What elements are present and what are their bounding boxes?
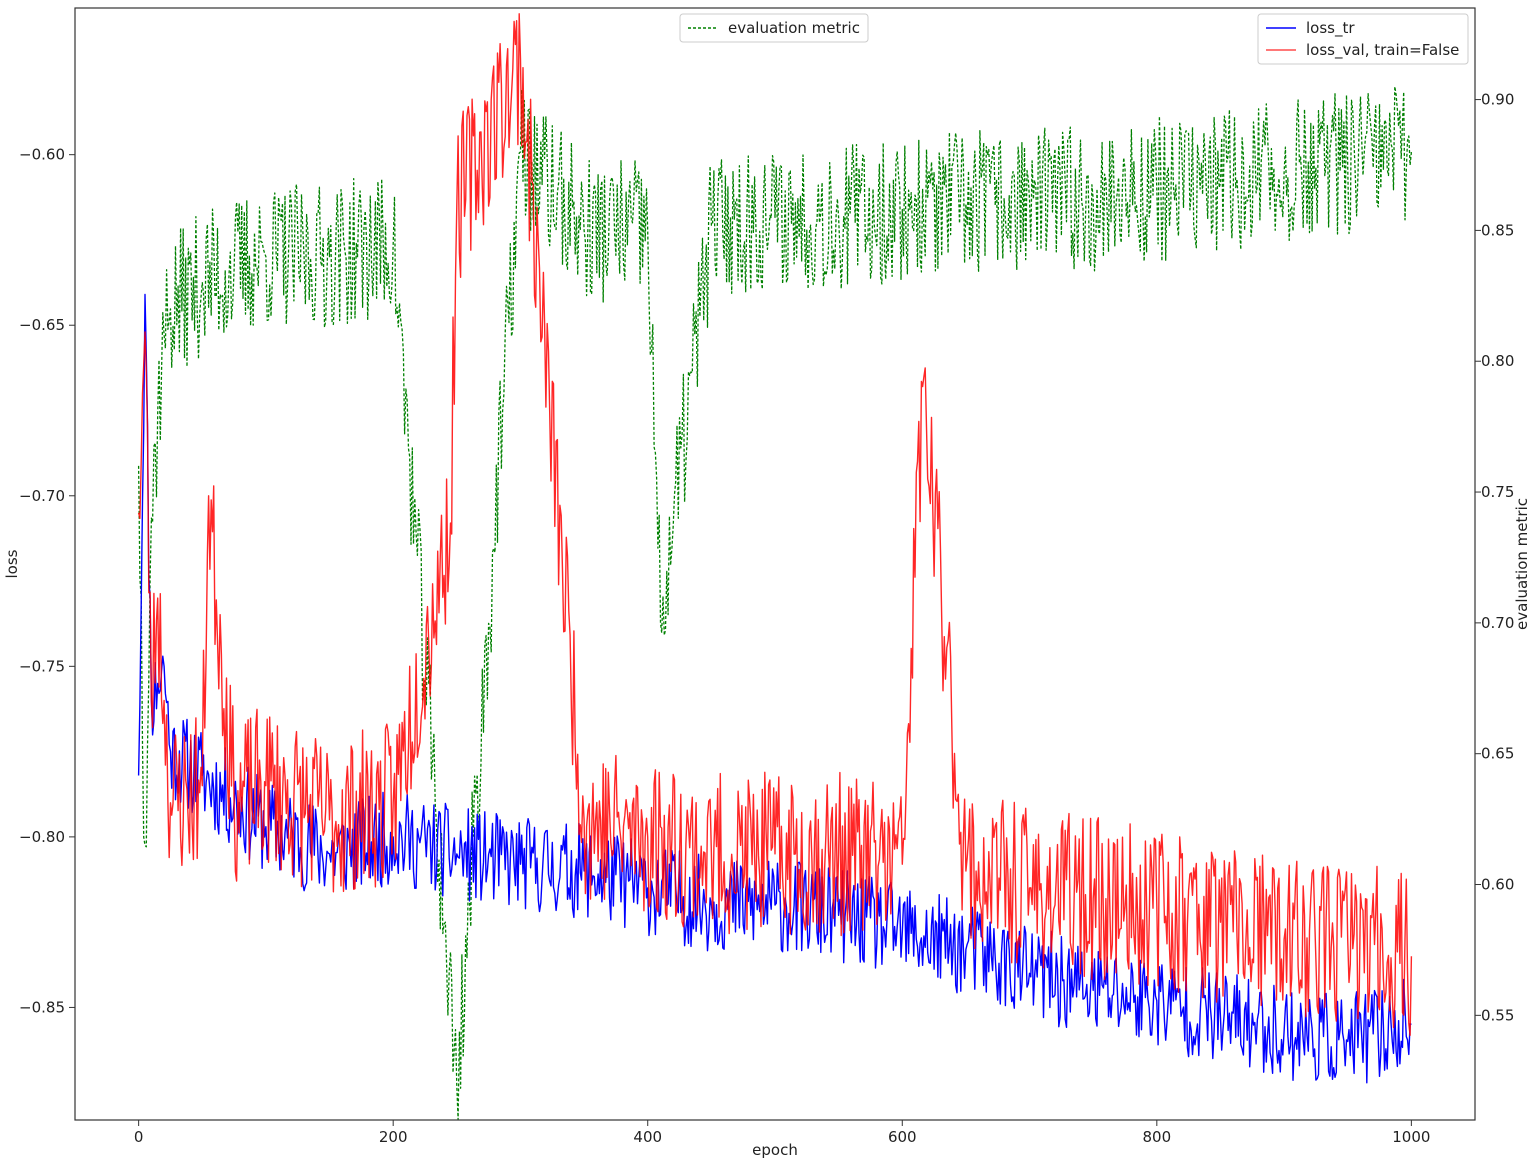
series-line-evaluation-metric	[137, 85, 1413, 1120]
y-right-tick-label: 0.55	[1481, 1006, 1514, 1024]
x-tick-label: 800	[1142, 1128, 1171, 1146]
plot-area-frame	[74, 7, 1476, 1121]
x-tick-label: 1000	[1392, 1128, 1430, 1146]
x-axis-title: epoch	[752, 1141, 798, 1159]
y-left-tick-label: −0.85	[19, 998, 65, 1016]
series-line-loss-val-train-false	[137, 13, 1413, 1036]
y-right-axis-ticks: 0.55 0.60 0.65 0.70 0.75 0.80 0.85 0.90	[1475, 91, 1514, 1024]
legend-label-evaluation-metric: evaluation metric	[728, 19, 860, 37]
x-tick-label: 400	[633, 1128, 662, 1146]
series-layer	[137, 13, 1413, 1120]
x-tick-label: 200	[379, 1128, 408, 1146]
y-left-tick-label: −0.60	[19, 146, 65, 164]
legend-evaluation-metric: evaluation metric	[679, 13, 869, 43]
x-axis-ticks: 0 200 400 600 800 1000	[134, 1120, 1430, 1146]
legend-label-loss-tr: loss_tr	[1306, 19, 1355, 38]
legend-label-loss-val-train-false: loss_val, train=False	[1306, 41, 1459, 60]
y-left-tick-label: −0.65	[19, 316, 65, 334]
y-right-tick-label: 0.90	[1481, 91, 1514, 109]
y-left-tick-label: −0.75	[19, 657, 65, 675]
series-line-loss-tr	[137, 293, 1412, 1084]
y-right-tick-label: 0.70	[1481, 614, 1514, 632]
y-right-tick-label: 0.85	[1481, 221, 1514, 239]
y-left-axis-title: loss	[3, 549, 21, 578]
y-left-tick-label: −0.70	[19, 487, 65, 505]
legend-center-box	[679, 13, 869, 43]
x-tick-label: 0	[134, 1128, 144, 1146]
y-right-tick-label: 0.75	[1481, 483, 1514, 501]
y-right-axis-title: evaluation metric	[1513, 498, 1531, 630]
legend-right-box	[1257, 13, 1469, 65]
y-left-tick-label: −0.80	[19, 828, 65, 846]
legend-loss: loss_tr loss_val, train=False	[1257, 13, 1469, 65]
x-tick-label: 600	[888, 1128, 917, 1146]
y-right-tick-label: 0.65	[1481, 745, 1514, 763]
y-right-tick-label: 0.60	[1481, 876, 1514, 894]
y-right-tick-label: 0.80	[1481, 352, 1514, 370]
y-left-axis-ticks: −0.85 −0.80 −0.75 −0.70 −0.65 −0.60	[19, 146, 75, 1016]
